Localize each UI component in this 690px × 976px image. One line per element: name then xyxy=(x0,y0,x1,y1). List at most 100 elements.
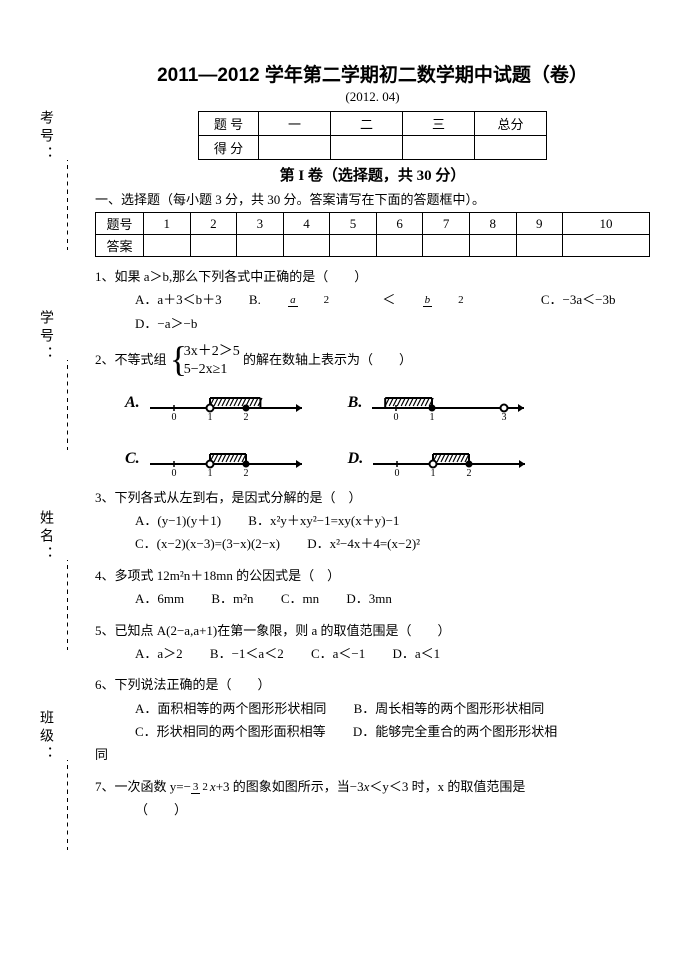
opt-b: B．m²n xyxy=(211,587,253,610)
cell: 6 xyxy=(376,213,423,235)
q7-pre: 7、一次函数 y=− xyxy=(95,779,191,794)
score-table: 题 号 一 二 三 总分 得 分 xyxy=(198,111,547,160)
exam-title: 2011—2012 学年第二学期初二数学期中试题（卷） xyxy=(95,60,650,87)
cell xyxy=(237,235,284,257)
label-kaohao: 考号： xyxy=(35,110,55,164)
svg-text:0: 0 xyxy=(171,412,176,422)
number-line-icon: 0 1 3 xyxy=(370,386,530,422)
fraction-icon: 32 xyxy=(191,782,210,793)
opt-a: A．a＞2 xyxy=(135,642,183,665)
question-4: 4、多项式 12m²n＋18mn 的公因式是（ ） A．6mm B．m²n C．… xyxy=(95,564,650,611)
opt-d: D．−a＞−b xyxy=(135,312,197,335)
q1-options: A．a＋3＜b＋3 B. a2 ＜ b2 C．−3a＜−3b D．−a＞−b xyxy=(95,288,650,335)
opt-d: D．能够完全重合的两个图形形状相 xyxy=(353,720,557,743)
svg-text:1: 1 xyxy=(207,468,212,478)
svg-text:2: 2 xyxy=(467,468,472,478)
cell: 9 xyxy=(516,213,563,235)
number-line-icon: 012 xyxy=(148,386,308,422)
opt-b: B. a2 ＜ b2 xyxy=(249,288,514,311)
q3-stem: 3、下列各式从左到右，是因式分解的是（ ） xyxy=(95,490,362,505)
opt-a: A．a＋3＜b＋3 xyxy=(135,288,222,311)
question-3: 3、下列各式从左到右，是因式分解的是（ ） A．(y−1)(y＋1) B．x²y… xyxy=(95,486,650,556)
exam-date: (2012. 04) xyxy=(95,89,650,105)
number-line-options: A. 012 B. 013 C. 012 D. 012 xyxy=(125,386,650,478)
cell xyxy=(331,136,403,160)
answer-grid: 题号 1 2 3 4 5 6 7 8 9 10 答案 xyxy=(95,212,650,257)
system-brace-icon: 3x＋2＞5 5−2x≥1 xyxy=(170,343,240,379)
q1-stem: 1、如果 a＞b,那么下列各式中正确的是（ ） xyxy=(95,269,367,284)
label-xuehao: 学号： xyxy=(35,310,55,364)
opt-c: C．mn xyxy=(281,587,319,610)
svg-text:1: 1 xyxy=(430,412,435,422)
question-2: 2、不等式组 3x＋2＞5 5−2x≥1 的解在数轴上表示为（ ） A. 012… xyxy=(95,343,650,477)
q7-cont: （ ） xyxy=(95,802,187,817)
score-header-row: 题 号 一 二 三 总分 xyxy=(199,112,547,136)
cell xyxy=(563,235,650,257)
cell xyxy=(403,136,475,160)
opt-d: D．x²−4x＋4=(x−2)² xyxy=(307,532,420,555)
opt-a: A. 012 xyxy=(125,386,308,422)
margin-dash xyxy=(67,360,69,450)
opt-a: A．面积相等的两个图形形状相同 xyxy=(135,697,326,720)
cell: 1 xyxy=(144,213,191,235)
svg-text:0: 0 xyxy=(171,468,176,478)
margin-dash xyxy=(67,160,69,250)
question-5: 5、已知点 A(2−a,a+1)在第一象限，则 a 的取值范围是（ ） A．a＞… xyxy=(95,619,650,666)
cell xyxy=(283,235,330,257)
cell: 10 xyxy=(563,213,650,235)
score-value-row: 得 分 xyxy=(199,136,547,160)
svg-text:0: 0 xyxy=(395,468,400,478)
q3-options: A．(y−1)(y＋1) B．x²y＋xy²−1=xy(x＋y)−1 C．(x−… xyxy=(95,509,650,556)
opt-c: C．(x−2)(x−3)=(3−x)(2−x) xyxy=(135,532,280,555)
q6-options: A．面积相等的两个图形形状相同 B．周长相等的两个图形形状相同 C．形状相同的两… xyxy=(95,697,650,744)
binding-margin: 考号： 学号： 姓名： 班级： xyxy=(35,80,65,936)
section-1-title: 第 I 卷（选择题，共 30 分） xyxy=(95,164,650,185)
answer-header-row: 题号 1 2 3 4 5 6 7 8 9 10 xyxy=(96,213,650,235)
cell: 4 xyxy=(283,213,330,235)
svg-text:2: 2 xyxy=(243,468,248,478)
opt-b: B．周长相等的两个图形形状相同 xyxy=(354,697,545,720)
cell xyxy=(190,235,237,257)
cell: 3 xyxy=(237,213,284,235)
q4-stem: 4、多项式 12m²n＋18mn 的公因式是（ ） xyxy=(95,568,340,583)
opt-c: C. 012 xyxy=(125,442,308,478)
cell xyxy=(516,235,563,257)
opt-b: B．x²y＋xy²−1=xy(x＋y)−1 xyxy=(248,509,399,532)
svg-text:0: 0 xyxy=(394,412,399,422)
cell xyxy=(423,235,470,257)
q4-options: A．6mm B．m²n C．mn D．3mn xyxy=(95,587,650,610)
opt-d: D．3mn xyxy=(346,587,392,610)
opt-a: A．6mm xyxy=(135,587,184,610)
cell: 2 xyxy=(190,213,237,235)
cell: 二 xyxy=(331,112,403,136)
opt-d: D．a＜1 xyxy=(392,642,440,665)
opt-c: C．−3a＜−3b xyxy=(541,288,616,311)
margin-dash xyxy=(67,560,69,650)
cell xyxy=(330,235,377,257)
opt-c: C．形状相同的两个图形面积相等 xyxy=(135,720,326,743)
cell xyxy=(376,235,423,257)
page-content: 2011—2012 学年第二学期初二数学期中试题（卷） (2012. 04) 题… xyxy=(95,60,650,830)
q7-mid: x+3 的图象如图所示，当−3x＜y＜3 时，x 的取值范围是 xyxy=(210,779,526,794)
label-banji: 班级： xyxy=(35,710,55,764)
opt-c: C．a＜−1 xyxy=(311,642,365,665)
cell xyxy=(469,235,516,257)
cell: 8 xyxy=(469,213,516,235)
section-1-instruction: 一、选择题（每小题 3 分，共 30 分。答案请写在下面的答题框中）。 xyxy=(95,189,650,208)
svg-text:3: 3 xyxy=(502,412,507,422)
q6-d-continuation: 同 xyxy=(95,747,108,762)
question-1: 1、如果 a＞b,那么下列各式中正确的是（ ） A．a＋3＜b＋3 B. a2 … xyxy=(95,265,650,335)
number-line-icon: 0 1 2 xyxy=(371,442,531,478)
number-line-icon: 0 1 2 xyxy=(148,442,308,478)
q2-pre: 2、不等式组 xyxy=(95,352,167,367)
cell: 总分 xyxy=(475,112,547,136)
cell: 题号 xyxy=(96,213,144,235)
margin-dash xyxy=(67,760,69,850)
opt-d: D. 012 xyxy=(348,442,532,478)
cell: 题 号 xyxy=(199,112,259,136)
cell xyxy=(475,136,547,160)
svg-text:1: 1 xyxy=(431,468,436,478)
opt-b: B．−1＜a＜2 xyxy=(210,642,284,665)
cell: 答案 xyxy=(96,235,144,257)
q5-stem: 5、已知点 A(2−a,a+1)在第一象限，则 a 的取值范围是（ ） xyxy=(95,623,451,638)
